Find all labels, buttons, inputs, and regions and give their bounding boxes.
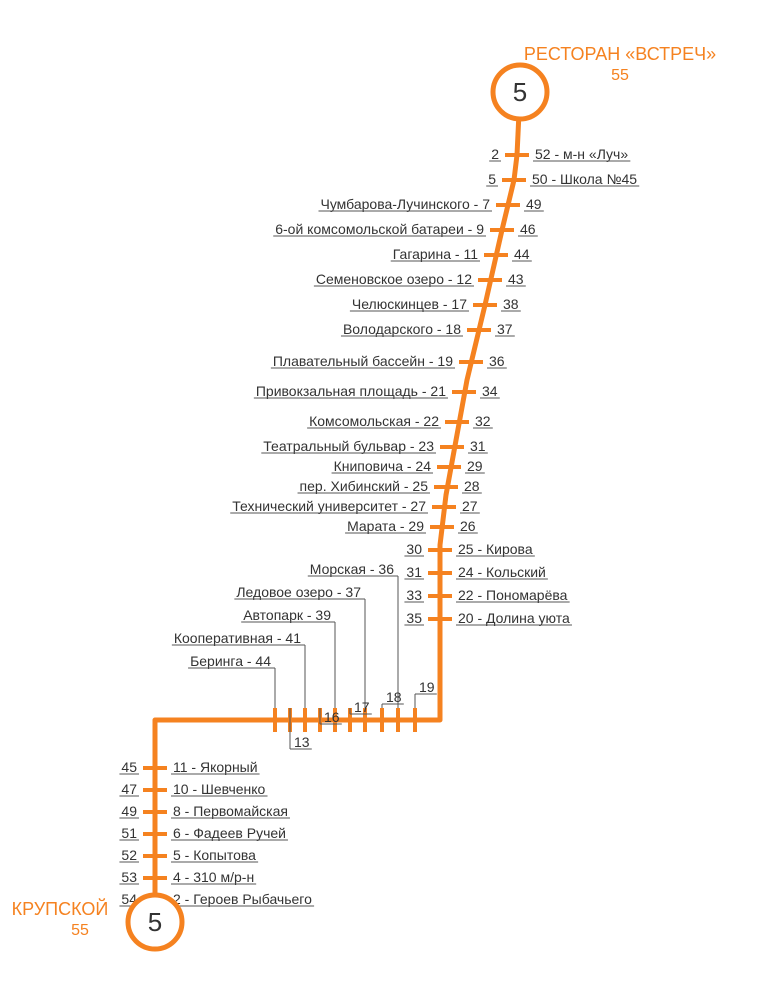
stop-right-label: 5 - Копытова [173, 847, 256, 863]
stop-right-label: 52 - м-н «Луч» [535, 146, 628, 162]
endpoint-sub: 55 [611, 67, 629, 84]
stop-left-label: 33 [406, 587, 422, 603]
stop-left-label: Володарского - 18 [343, 321, 461, 337]
stop-left-label: Плавательный бассейн - 19 [273, 353, 453, 369]
endpoint-title: РЕСТОРАН «ВСТРЕЧ» [524, 44, 716, 64]
endpoint-number: 5 [513, 77, 527, 107]
stop-left-label: Книповича - 24 [334, 458, 432, 474]
stop-left-label: 52 [121, 847, 137, 863]
stop-right-label: 37 [497, 321, 513, 337]
leader-label: Беринга - 44 [190, 653, 271, 669]
stop-left-label: Привокзальная площадь - 21 [256, 383, 446, 399]
stop-right-label: 25 - Кирова [458, 541, 533, 557]
stop-right-label: 6 - Фадеев Ручей [173, 825, 286, 841]
stop-left-label: Семеновское озеро - 12 [316, 271, 472, 287]
stop-right-label: 46 [520, 221, 536, 237]
stop-left-label: 51 [121, 825, 137, 841]
leader-label: 17 [354, 699, 370, 715]
stop-left-label: 35 [406, 610, 422, 626]
stop-right-label: 11 - Якорный [173, 759, 258, 775]
stop-right-label: 50 - Школа №45 [532, 171, 637, 187]
stop-left-label: 49 [121, 803, 137, 819]
leader-label: 18 [386, 689, 402, 705]
route-diagram: 2 52 - м-н «Луч» 5 50 - Школа №45 Чумбарова-… [0, 0, 757, 987]
stop-left-label: Чумбарова-Лучинского - 7 [321, 196, 491, 212]
leader-label: 13 [294, 734, 310, 750]
stop-right-label: 2 - Героев Рыбачьего [173, 891, 312, 907]
stop-right-label: 29 [467, 458, 483, 474]
stop-left-label: Комсомольская - 22 [309, 413, 439, 429]
stop-left-label: Челюскинцев - 17 [352, 296, 467, 312]
stop-right-label: 24 - Кольский [458, 564, 546, 580]
stop-right-label: 36 [489, 353, 505, 369]
leader-label: 19 [419, 679, 435, 695]
stop-left-label: 5 [488, 171, 496, 187]
stop-left-label: 31 [406, 564, 422, 580]
stop-left-label: 47 [121, 781, 137, 797]
leader-label: Кооперативная - 41 [174, 630, 301, 646]
stop-right-label: 8 - Первомайская [173, 803, 288, 819]
leader-label: 16 [324, 709, 340, 725]
leader-label: Морская - 36 [310, 561, 394, 577]
stop-right-label: 49 [526, 196, 542, 212]
stop-left-label: 45 [121, 759, 137, 775]
stop-right-label: 26 [460, 518, 476, 534]
endpoint-number: 5 [148, 907, 162, 937]
stop-right-label: 34 [482, 383, 498, 399]
stop-right-label: 43 [508, 271, 524, 287]
stop-right-label: 22 - Пономарёва [458, 587, 568, 603]
stop-right-label: 44 [514, 246, 530, 262]
stop-left-label: пер. Хибинский - 25 [300, 478, 429, 494]
leader-label: Ледовое озеро - 37 [236, 584, 361, 600]
stop-right-label: 28 [464, 478, 480, 494]
stop-left-label: 30 [406, 541, 422, 557]
stop-left-label: 53 [121, 869, 137, 885]
stop-left-label: 2 [491, 146, 499, 162]
stop-left-label: Театральный бульвар - 23 [263, 438, 434, 454]
stop-left-label: Технический университет - 27 [232, 498, 426, 514]
stop-left-label: 6-ой комсомольской батареи - 9 [275, 221, 484, 237]
stop-right-label: 20 - Долина уюта [458, 610, 570, 626]
stop-right-label: 31 [470, 438, 486, 454]
endpoint-sub: 55 [71, 922, 89, 939]
stop-left-label: Гагарина - 11 [393, 246, 478, 262]
stop-left-label: Марата - 29 [347, 518, 424, 534]
stop-right-label: 27 [462, 498, 478, 514]
stop-right-label: 32 [475, 413, 491, 429]
stop-right-label: 10 - Шевченко [173, 781, 266, 797]
leader-label: Автопарк - 39 [243, 607, 331, 623]
stop-right-label: 38 [503, 296, 519, 312]
stop-right-label: 4 - 310 м/р-н [173, 869, 254, 885]
endpoint-title: КРУПСКОЙ [12, 898, 109, 919]
